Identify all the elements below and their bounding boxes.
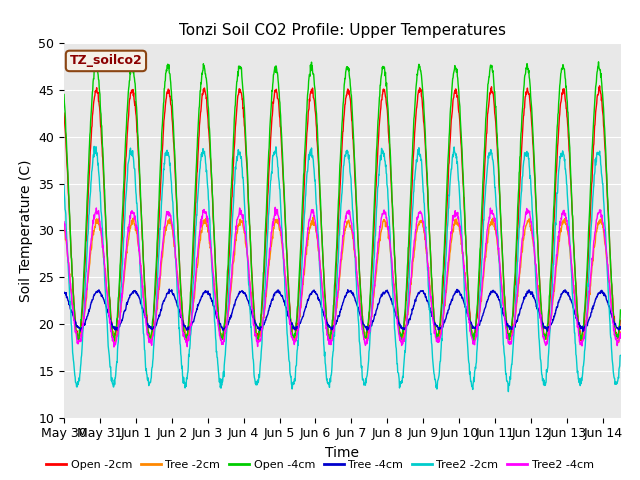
Tree2 -2cm [60,182,68,188]
Open -2cm [60,110,68,116]
Tree -4cm [600,290,608,296]
Tree -4cm [165,286,173,292]
Open -4cm [433,338,441,344]
Open -2cm [116,280,124,286]
Line: Open -4cm: Open -4cm [64,62,620,341]
Open -2cm [525,95,533,100]
Tree2 -4cm [508,339,515,345]
Tree -4cm [579,328,587,334]
Tree2 -4cm [616,331,624,336]
Text: TZ_soilco2: TZ_soilco2 [70,54,142,67]
Tree2 -2cm [600,208,608,214]
Open -4cm [616,307,624,313]
Tree2 -4cm [526,212,534,218]
Open -4cm [595,59,602,65]
Tree2 -4cm [104,300,111,305]
Tree2 -4cm [60,219,68,225]
Tree -4cm [616,324,624,330]
Open -4cm [600,121,608,127]
Tree2 -2cm [90,144,98,149]
Tree2 -2cm [269,153,277,158]
Y-axis label: Soil Temperature (C): Soil Temperature (C) [19,159,33,301]
Open -2cm [616,317,624,323]
Line: Tree2 -2cm: Tree2 -2cm [64,146,620,392]
Tree2 -2cm [508,361,515,367]
Tree2 -2cm [104,343,112,349]
X-axis label: Time: Time [325,446,360,460]
Tree2 -4cm [600,227,608,232]
Open -4cm [508,324,515,330]
Tree -4cm [104,310,111,315]
Tree -4cm [269,293,277,299]
Tree -2cm [615,339,623,345]
Open -2cm [470,339,478,345]
Line: Open -2cm: Open -2cm [64,86,620,342]
Tree -2cm [60,224,68,229]
Tree -4cm [508,326,515,332]
Tree2 -4cm [271,204,279,210]
Tree -2cm [600,230,608,236]
Open -4cm [269,79,277,84]
Open -2cm [600,133,608,139]
Tree -2cm [508,335,515,341]
Open -2cm [104,267,111,273]
Open -2cm [596,83,604,89]
Line: Tree -4cm: Tree -4cm [64,289,620,331]
Tree2 -2cm [504,389,512,395]
Line: Tree -2cm: Tree -2cm [64,217,620,342]
Tree -4cm [525,289,533,295]
Tree -2cm [104,295,111,301]
Line: Tree2 -4cm: Tree2 -4cm [64,207,620,347]
Tree2 -2cm [616,352,624,358]
Tree -4cm [60,290,68,296]
Legend: Open -2cm, Tree -2cm, Open -4cm, Tree -4cm, Tree2 -2cm, Tree2 -4cm: Open -2cm, Tree -2cm, Open -4cm, Tree -4… [42,456,598,474]
Tree2 -4cm [116,315,124,321]
Title: Tonzi Soil CO2 Profile: Upper Temperatures: Tonzi Soil CO2 Profile: Upper Temperatur… [179,23,506,38]
Open -2cm [269,99,277,105]
Tree -4cm [116,324,124,329]
Tree -2cm [616,329,624,335]
Tree2 -4cm [110,344,118,350]
Open -4cm [60,92,68,97]
Tree -2cm [269,231,277,237]
Open -4cm [116,274,124,279]
Open -4cm [525,76,533,82]
Open -4cm [104,264,111,270]
Tree2 -2cm [116,309,124,314]
Open -2cm [508,330,515,336]
Tree -2cm [116,317,124,323]
Tree2 -2cm [526,176,534,181]
Tree -2cm [309,215,317,220]
Tree2 -4cm [269,216,277,222]
Tree -2cm [525,218,533,224]
